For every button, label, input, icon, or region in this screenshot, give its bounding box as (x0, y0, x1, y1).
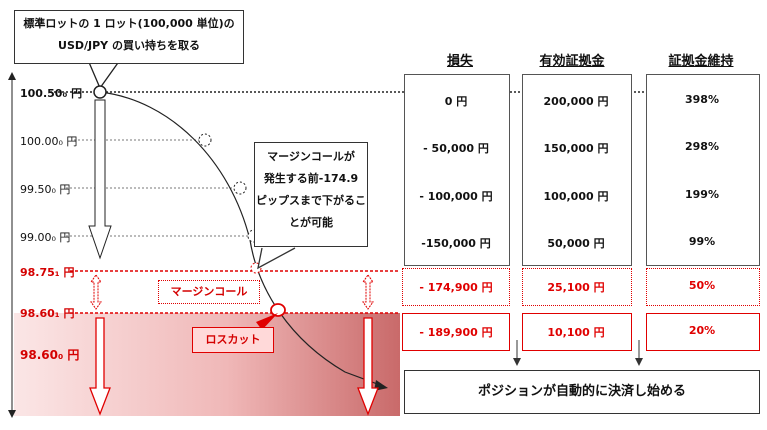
marker-losscut (270, 303, 286, 317)
note-line-2: 発生する前-174.9 (263, 172, 359, 185)
price-label-99500: 99.50₀ 円 (20, 183, 71, 196)
marker-99500 (233, 181, 247, 195)
margin-cell-3: 50,000 円 (547, 237, 605, 250)
note-line-3: ピップスまで下がるこ (256, 194, 366, 207)
price-label-98600: 98.60₀ 円 (20, 348, 80, 362)
flow-arrow-2 (635, 358, 643, 366)
callout-pointer (257, 247, 296, 270)
ratio-box-4 (646, 268, 760, 306)
margin-call-tag: マージンコール (158, 280, 260, 304)
note-line-4: とが可能 (289, 216, 333, 229)
title-pointer (87, 59, 121, 90)
gap-arrow-right (362, 274, 374, 310)
margin-cell-4: 25,100 円 (547, 281, 605, 294)
loss-column (404, 74, 510, 266)
loss-cell-3: -150,000 円 (421, 237, 491, 250)
margin-cell-5: 10,100 円 (547, 326, 605, 339)
price-label-98751: 98.75₁ 円 (20, 266, 75, 279)
header-ratio: 証拠金維持 (668, 54, 734, 69)
header-loss: 損失 (446, 54, 473, 69)
ratio-cell-2: 199% (685, 188, 719, 201)
price-label-100000: 100.00₀ 円 (20, 135, 78, 148)
loss-cell-1: - 50,000 円 (423, 142, 489, 155)
loss-cell-2: - 100,000 円 (419, 190, 493, 203)
flow-arrow-1 (513, 358, 521, 366)
margin-cell-2: 100,000 円 (543, 190, 609, 203)
margin-cell-0: 200,000 円 (543, 95, 609, 108)
title-line-1: 標準ロットの 1 ロット(100,000 単位)の (23, 17, 235, 30)
ratio-cell-5: 20% (688, 324, 716, 337)
margin-call-note: マージンコールが 発生する前-174.9 ピップスまで下がるこ とが可能 (254, 142, 368, 247)
loss-cell-4: - 174,900 円 (419, 281, 493, 294)
margin-cell-1: 150,000 円 (543, 142, 609, 155)
ratio-box-5 (646, 313, 760, 351)
header-margin: 有効証拠金 (539, 54, 605, 69)
red-arrow-left (89, 317, 111, 416)
ratio-column (646, 74, 760, 266)
margin-box-5 (522, 313, 632, 351)
gap-arrow-left (90, 274, 102, 310)
ratio-cell-0: 398% (685, 93, 719, 106)
title-line-2: USD/JPY の買い持ちを取る (58, 39, 200, 52)
margin-box-4 (522, 268, 632, 306)
price-label-99000: 99.00₀ 円 (20, 231, 71, 244)
loss-box-4 (402, 268, 510, 306)
ratio-cell-1: 298% (685, 140, 719, 153)
ratio-cell-4: 50% (688, 279, 716, 292)
marker-100000 (198, 133, 212, 147)
start-point (93, 85, 107, 99)
price-label-98601: 98.60₁ 円 (20, 307, 75, 320)
note-line-1: マージンコールが (267, 150, 355, 163)
title-box: 標準ロットの 1 ロット(100,000 単位)の USD/JPY の買い持ちを… (14, 10, 244, 64)
loss-cell-0: 0 円 (444, 95, 468, 108)
loss-cell-5: - 189,900 円 (419, 326, 493, 339)
losscut-tag: ロスカット (192, 327, 274, 353)
loss-box-5 (402, 313, 510, 351)
down-arrow-white (88, 99, 112, 260)
axis-arrow-bottom (8, 410, 16, 418)
auto-close-message: ポジションが自動的に決済し始める (404, 370, 760, 414)
margin-column (522, 74, 632, 266)
axis-arrow-top (8, 72, 16, 80)
ratio-cell-3: 99% (688, 235, 716, 248)
losscut-pointer (256, 313, 278, 330)
price-label-100500: 100.50₀ 円 (20, 87, 83, 100)
red-arrow-right (357, 317, 379, 416)
